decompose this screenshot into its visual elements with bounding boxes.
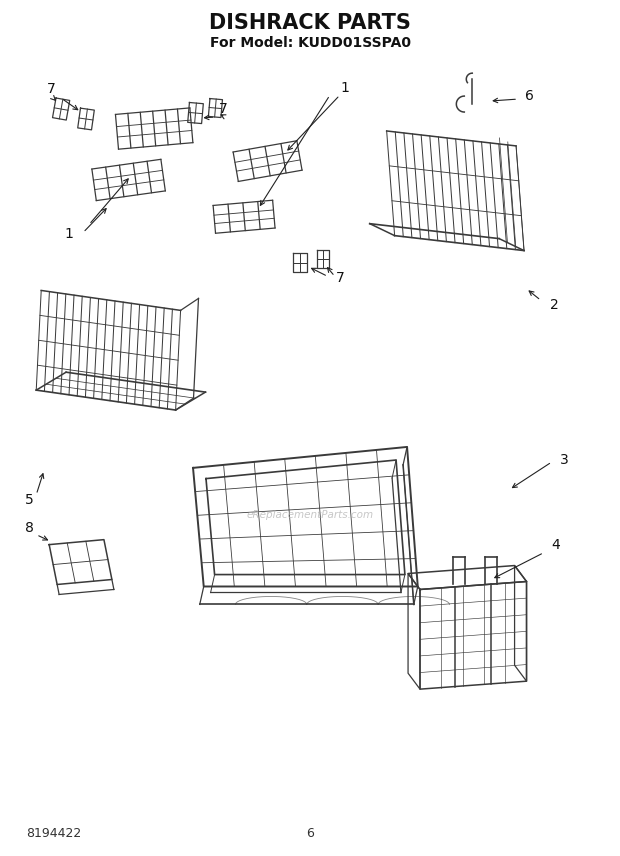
Text: 2: 2 [549, 299, 558, 312]
Text: 7: 7 [219, 102, 228, 116]
Text: 7: 7 [335, 271, 344, 286]
Text: DISHRACK PARTS: DISHRACK PARTS [209, 14, 411, 33]
Text: 1: 1 [64, 227, 74, 241]
Text: For Model: KUDD01SSPA0: For Model: KUDD01SSPA0 [210, 36, 410, 51]
Text: 6: 6 [525, 89, 533, 103]
Text: 3: 3 [559, 453, 569, 467]
Text: 4: 4 [552, 538, 560, 551]
Text: 8: 8 [25, 520, 33, 535]
Text: 5: 5 [25, 493, 33, 507]
Text: 8194422: 8194422 [26, 827, 81, 841]
Text: 1: 1 [340, 81, 349, 95]
Text: 7: 7 [46, 82, 56, 96]
Text: eReplacementParts.com: eReplacementParts.com [246, 509, 374, 520]
Text: 6: 6 [306, 827, 314, 841]
